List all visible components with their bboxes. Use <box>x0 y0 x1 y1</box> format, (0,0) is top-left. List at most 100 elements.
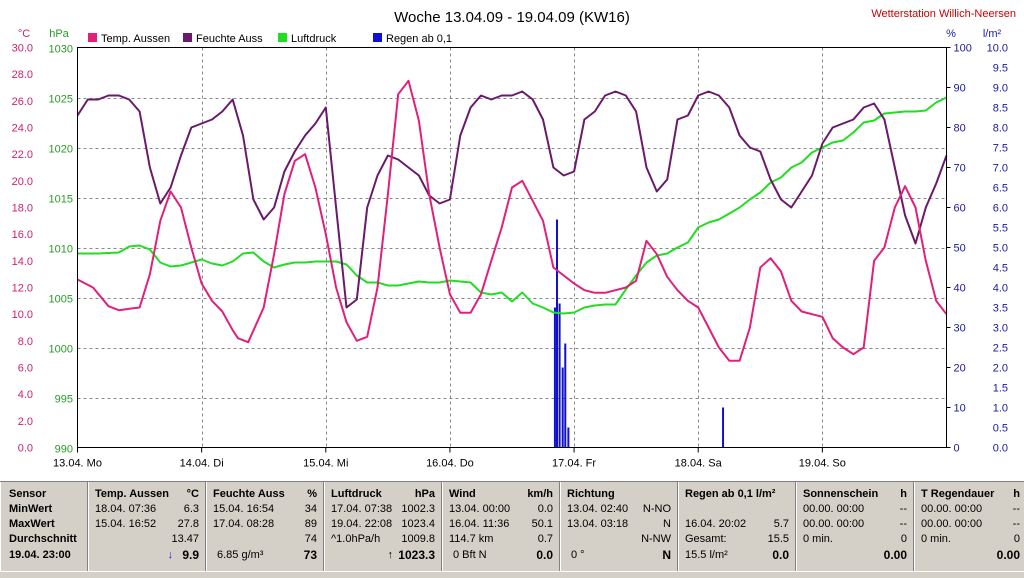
col-pressure: Luftdruck hPa 17.04. 07:38 1002.3 19.04.… <box>324 482 442 578</box>
chart-grid <box>77 47 947 448</box>
legend-label-pressure: Luftdruck <box>291 33 337 45</box>
pressure-tick-label: 1030 <box>49 44 73 56</box>
raintime-max: -- <box>1012 518 1020 530</box>
temp-tick-label: 6.0 <box>18 363 33 375</box>
pressure-current: 1023.3 <box>398 548 435 562</box>
temp-tick-label: 0.0 <box>18 443 33 455</box>
raintime-current: 0.00 <box>996 548 1020 562</box>
legend-label-temp: Temp. Aussen <box>101 33 170 45</box>
temp-tick-label: 2.0 <box>18 416 33 428</box>
temp-tick-label: 14.0 <box>12 256 33 268</box>
series-line-temp <box>77 79 948 362</box>
temp-unit: °C <box>186 488 199 500</box>
rain-tick-label: 10.0 <box>987 43 1008 55</box>
humidity-abs: 6.85 g/m³ <box>217 549 264 561</box>
humidity-tick-label: 90 <box>954 83 966 95</box>
humidity-tick-label: 30 <box>954 323 966 335</box>
rain-bar <box>553 307 556 448</box>
pressure-max: 1023.4 <box>401 518 435 530</box>
pressure-tick-label: 1000 <box>49 344 73 356</box>
pressure-header: Luftdruck <box>331 488 382 500</box>
pressure-tick-label: 1025 <box>49 94 73 106</box>
pressure-axis-unit: hPa <box>49 28 69 40</box>
raintime-unit: h <box>1013 488 1020 500</box>
col-rain: Regen ab 0,1 l/m² 16.04. 20:02 5.7 Gesam… <box>678 482 796 578</box>
rain-tick-label: 7.5 <box>993 143 1008 155</box>
series-line-humidity <box>76 90 948 309</box>
rain-tick-label: 6.5 <box>993 183 1008 195</box>
temp-tick-label: 24.0 <box>12 123 33 135</box>
row-label-sensor: Sensor <box>9 488 47 500</box>
rain-bars <box>553 219 725 448</box>
pressure-tick-label: 1010 <box>49 244 73 256</box>
pressure-min: 1002.3 <box>401 503 435 515</box>
sun-max-time: 00.00. 00:00 <box>803 518 865 530</box>
direction-max: N <box>663 518 671 530</box>
station-name: Wetterstation Willich-Neersen <box>871 8 1016 20</box>
temp-axis-unit: °C <box>18 28 30 40</box>
legend-swatch-rain <box>373 33 382 42</box>
x-tick-label: 14.04. Di <box>180 458 224 470</box>
temp-tick-label: 22.0 <box>12 149 33 161</box>
temp-tick-label: 8.0 <box>18 336 33 348</box>
rain-tick-label: 0.0 <box>993 443 1008 455</box>
row-label-min: MinWert <box>9 503 53 515</box>
temp-current: 9.9 <box>182 548 199 562</box>
plot-frame <box>77 47 947 448</box>
raintime-avg-label: 0 min. <box>921 533 951 545</box>
humidity-header: Feuchte Auss <box>213 488 285 500</box>
wind-current: 0.0 <box>536 548 553 562</box>
legend-label-rain: Regen ab 0,1 <box>386 33 452 45</box>
humidity-tick-label: 40 <box>954 283 966 295</box>
rain-tick-label: 1.0 <box>993 403 1008 415</box>
axis-ticks: 13.04. Mo 14.04. Di 15.04. Mi 16.04. Do 17.0… <box>12 43 1008 470</box>
raintime-avg: 0 <box>1013 533 1020 545</box>
humidity-max: 89 <box>304 518 317 530</box>
sun-max: -- <box>899 518 907 530</box>
rain-tick-label: 4.5 <box>993 263 1008 275</box>
x-tick-label: 13.04. Mo <box>53 458 102 470</box>
sun-avg-label: 0 min. <box>803 533 833 545</box>
scroll-area[interactable] <box>0 571 1024 578</box>
temp-trend-arrow: ↓ <box>167 549 174 561</box>
rain-tick-label: 8.0 <box>993 123 1008 135</box>
raintime-min: -- <box>1012 503 1020 515</box>
sun-min-time: 00.00. 00:00 <box>803 503 865 515</box>
wind-unit: km/h <box>527 488 553 500</box>
rain-max-time: 16.04. 20:02 <box>685 518 747 530</box>
sun-unit: h <box>900 488 907 500</box>
humidity-current: 73 <box>303 548 317 562</box>
humidity-avg: 74 <box>304 533 317 545</box>
row-label-avg: Durchschnitt <box>9 533 77 545</box>
rain-tick-label: 1.5 <box>993 383 1008 395</box>
humidity-tick-label: 70 <box>954 163 966 175</box>
col-raintime: T Regendauer h 00.00. 00:00 -- 00.00. 00… <box>914 482 1024 578</box>
rain-tick-label: 7.0 <box>993 163 1008 175</box>
humidity-tick-label: 100 <box>954 43 972 55</box>
legend-label-humidity: Feuchte Auss <box>196 33 263 45</box>
rain-tick-label: 3.0 <box>993 323 1008 335</box>
pressure-trend: ^1.0hPa/h <box>331 533 381 545</box>
series-line-pressure <box>77 96 947 315</box>
legend-swatch-temp <box>88 33 97 42</box>
temp-tick-label: 12.0 <box>12 283 33 295</box>
pressure-tick-label: 995 <box>55 394 73 406</box>
rain-tick-label: 0.5 <box>993 423 1008 435</box>
temp-tick-label: 18.0 <box>12 203 33 215</box>
humidity-max-time: 17.04. 08:28 <box>213 518 275 530</box>
rain-bar <box>556 219 559 448</box>
direction-current: N <box>662 548 671 562</box>
raintime-max-time: 00.00. 00:00 <box>921 518 983 530</box>
pressure-unit: hPa <box>414 488 435 500</box>
stats-table: Sensor MinWert MaxWert Durchschnitt 19.0… <box>0 481 1024 578</box>
temp-header: Temp. Aussen <box>95 488 169 500</box>
rain-tick-label: 2.5 <box>993 343 1008 355</box>
wind-distance: 114.7 km <box>449 533 494 545</box>
col-sun: Sonnenschein h 00.00. 00:00 -- 00.00. 00… <box>796 482 914 578</box>
direction-avg: N-NW <box>641 533 671 545</box>
sun-min: -- <box>899 503 907 515</box>
x-tick-label: 18.04. Sa <box>675 458 723 470</box>
humidity-axis-unit: % <box>946 28 956 40</box>
raintime-header: T Regendauer <box>921 488 995 500</box>
rain-current: 0.0 <box>772 548 789 562</box>
